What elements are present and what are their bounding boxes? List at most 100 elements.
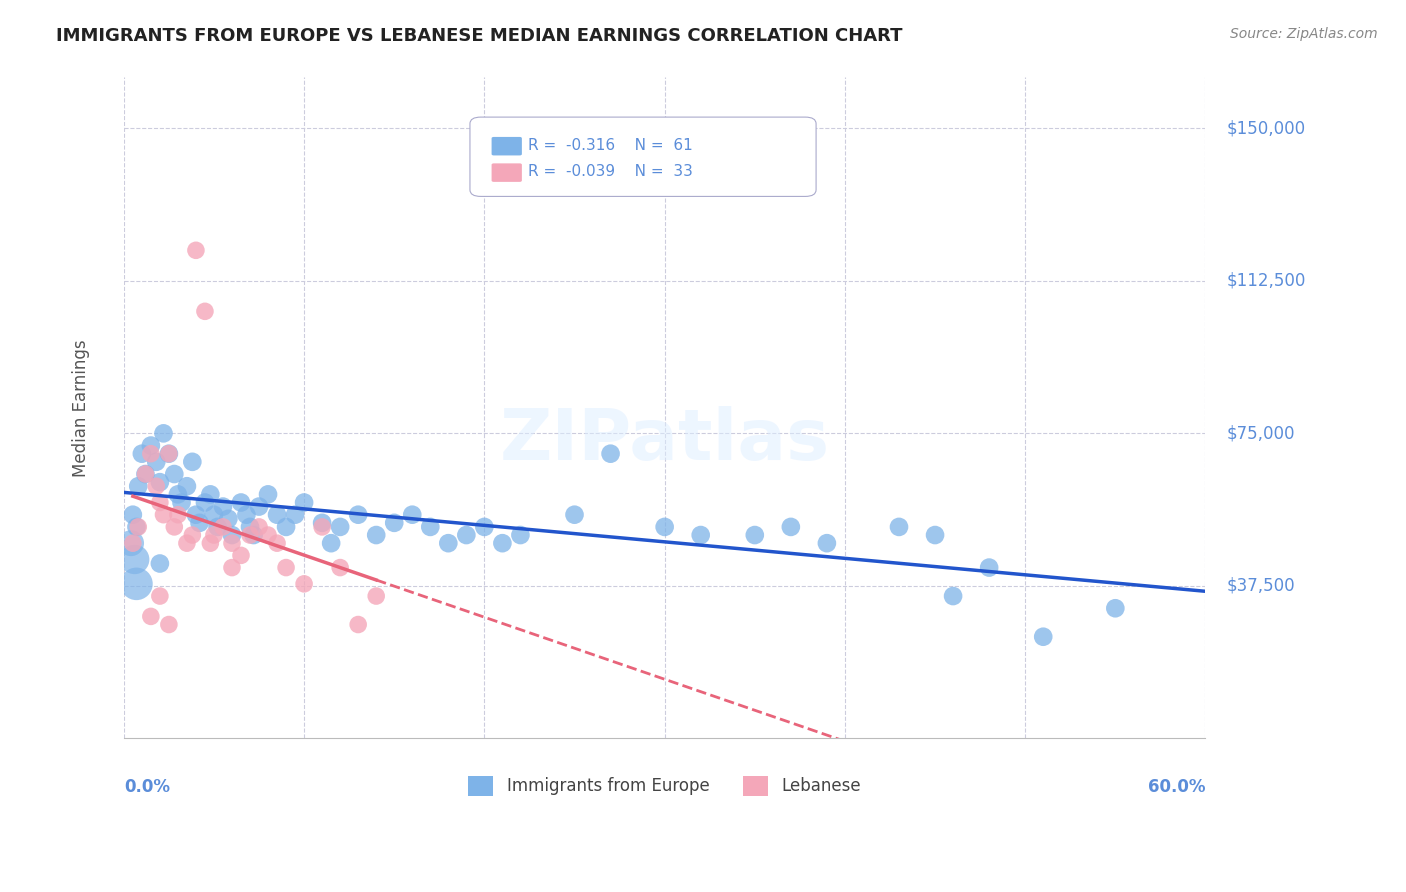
- Point: [221, 560, 243, 574]
- Point: [311, 516, 333, 530]
- Point: [257, 487, 280, 501]
- Point: [229, 495, 252, 509]
- Point: [194, 495, 217, 509]
- Text: R =  -0.316    N =  61: R = -0.316 N = 61: [529, 138, 693, 153]
- Point: [347, 508, 370, 522]
- Point: [125, 577, 148, 591]
- Point: [124, 552, 146, 566]
- Point: [366, 528, 388, 542]
- Point: [1104, 601, 1126, 615]
- Point: [266, 536, 288, 550]
- Point: [188, 516, 211, 530]
- Text: IMMIGRANTS FROM EUROPE VS LEBANESE MEDIAN EARNINGS CORRELATION CHART: IMMIGRANTS FROM EUROPE VS LEBANESE MEDIA…: [56, 27, 903, 45]
- Point: [167, 487, 190, 501]
- Point: [145, 479, 167, 493]
- Point: [127, 479, 149, 493]
- Point: [212, 520, 235, 534]
- Point: [257, 528, 280, 542]
- Point: [474, 520, 496, 534]
- Point: [121, 536, 143, 550]
- Point: [152, 508, 174, 522]
- Point: [139, 609, 162, 624]
- Point: [127, 520, 149, 534]
- Point: [1032, 630, 1054, 644]
- Point: [292, 495, 315, 509]
- Point: [200, 536, 222, 550]
- Point: [979, 560, 1001, 574]
- Point: [329, 560, 352, 574]
- Point: [149, 475, 172, 490]
- Point: [311, 520, 333, 534]
- Point: [181, 528, 204, 542]
- Point: [366, 589, 388, 603]
- Point: [163, 467, 186, 481]
- Point: [149, 495, 172, 509]
- Point: [247, 520, 270, 534]
- Point: [274, 560, 297, 574]
- Point: [564, 508, 586, 522]
- Point: [242, 528, 264, 542]
- Text: $75,000: $75,000: [1227, 425, 1295, 442]
- Point: [194, 304, 217, 318]
- Point: [134, 467, 156, 481]
- Point: [239, 528, 262, 542]
- Point: [157, 617, 180, 632]
- Text: Median Earnings: Median Earnings: [72, 339, 90, 476]
- Point: [139, 447, 162, 461]
- Point: [149, 557, 172, 571]
- Point: [212, 500, 235, 514]
- Point: [176, 479, 198, 493]
- Point: [491, 536, 513, 550]
- FancyBboxPatch shape: [492, 163, 522, 182]
- Point: [274, 520, 297, 534]
- Point: [184, 244, 207, 258]
- Point: [229, 549, 252, 563]
- Point: [170, 495, 193, 509]
- Point: [924, 528, 946, 542]
- Point: [321, 536, 343, 550]
- Point: [689, 528, 711, 542]
- Point: [139, 439, 162, 453]
- Point: [157, 447, 180, 461]
- Point: [266, 508, 288, 522]
- Point: [221, 536, 243, 550]
- Text: $37,500: $37,500: [1227, 577, 1296, 595]
- Point: [437, 536, 460, 550]
- Point: [887, 520, 910, 534]
- Point: [654, 520, 676, 534]
- Point: [202, 528, 225, 542]
- Point: [200, 487, 222, 501]
- Point: [149, 589, 172, 603]
- Point: [134, 467, 156, 481]
- Point: [509, 528, 531, 542]
- Point: [202, 508, 225, 522]
- Point: [167, 508, 190, 522]
- Point: [125, 520, 148, 534]
- Point: [239, 520, 262, 534]
- Point: [145, 455, 167, 469]
- Point: [329, 520, 352, 534]
- Point: [456, 528, 478, 542]
- Point: [942, 589, 965, 603]
- Point: [347, 617, 370, 632]
- FancyBboxPatch shape: [492, 137, 522, 155]
- Text: ZIPatlas: ZIPatlas: [499, 407, 830, 475]
- Point: [815, 536, 838, 550]
- Point: [235, 508, 257, 522]
- Point: [292, 577, 315, 591]
- Point: [176, 536, 198, 550]
- FancyBboxPatch shape: [470, 117, 815, 196]
- Point: [152, 426, 174, 441]
- Point: [779, 520, 801, 534]
- Point: [419, 520, 441, 534]
- Point: [217, 512, 239, 526]
- Text: $112,500: $112,500: [1227, 272, 1306, 290]
- Text: Source: ZipAtlas.com: Source: ZipAtlas.com: [1230, 27, 1378, 41]
- Point: [744, 528, 766, 542]
- Point: [131, 447, 153, 461]
- Point: [121, 508, 143, 522]
- Point: [401, 508, 423, 522]
- Text: R =  -0.039    N =  33: R = -0.039 N = 33: [529, 164, 693, 179]
- Text: 60.0%: 60.0%: [1147, 778, 1205, 796]
- Point: [221, 528, 243, 542]
